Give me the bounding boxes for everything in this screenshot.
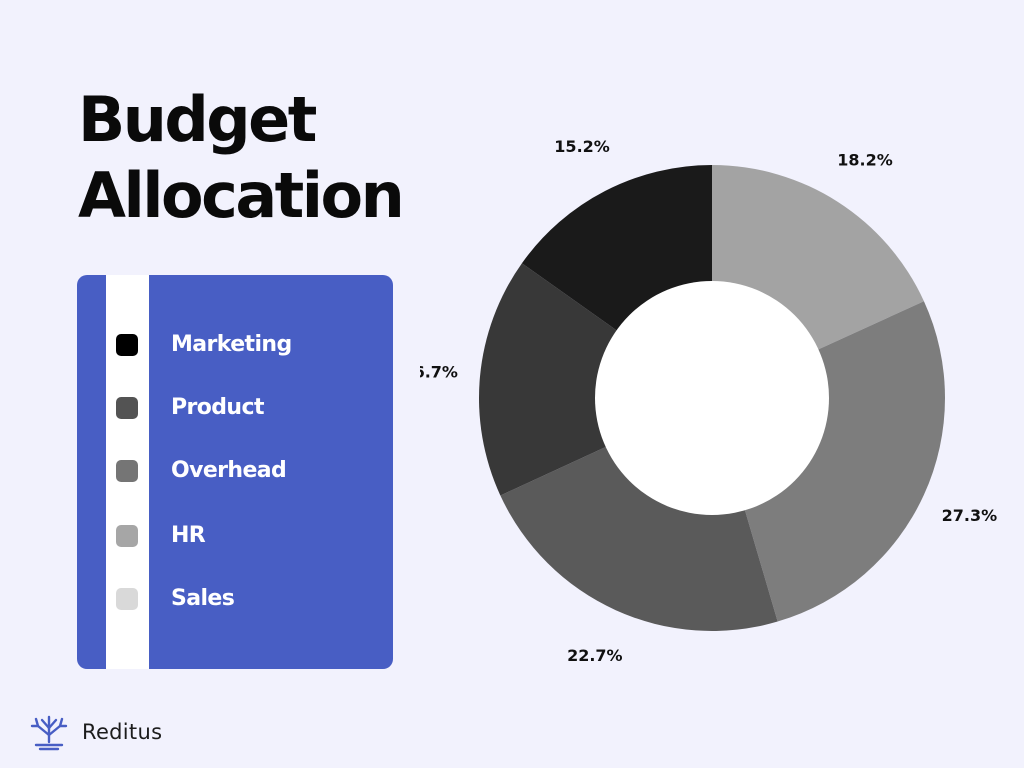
chart-title-line-1: Budget — [78, 83, 317, 156]
slice-label-marketing: 16.7% — [420, 362, 458, 381]
chart-title: Budget Allocation — [78, 82, 405, 234]
tree-logo-icon — [30, 715, 68, 751]
legend-label-marketing: Marketing — [171, 332, 292, 357]
legend-swatch-sales — [116, 588, 138, 610]
donut-hole — [595, 281, 829, 515]
slice-label-hr: 18.2% — [837, 150, 893, 169]
slice-label-product: 22.7% — [567, 646, 623, 665]
legend-swatch-overhead — [116, 460, 138, 482]
legend-label-overhead: Overhead — [171, 458, 287, 483]
legend-item-sales: Sales — [77, 584, 393, 614]
donut-chart: 18.2% 27.3% 22.7% 16.7% 15.2% — [420, 140, 997, 665]
brand: Reditus — [26, 708, 162, 756]
legend-item-marketing: Marketing — [77, 330, 393, 360]
donut-slice-labels: 18.2% 27.3% 22.7% 16.7% 15.2% — [420, 140, 997, 665]
legend-label-hr: HR — [171, 523, 206, 548]
slice-label-sales: 15.2% — [554, 140, 610, 156]
legend-item-product: Product — [77, 393, 393, 423]
legend-label-sales: Sales — [171, 586, 235, 611]
slice-label-overhead: 27.3% — [942, 506, 998, 525]
legend-item-overhead: Overhead — [77, 456, 393, 486]
legend-label-product: Product — [171, 395, 264, 420]
brand-name: Reditus — [82, 720, 163, 744]
slice-marketing — [479, 263, 712, 496]
chart-title-line-2: Allocation — [78, 159, 405, 232]
legend-swatch-hr — [116, 525, 138, 547]
legend-swatch-product — [116, 397, 138, 419]
legend-item-hr: HR — [77, 521, 393, 551]
legend-swatch-marketing — [116, 334, 138, 356]
legend-panel: Marketing Product Overhead HR Sales — [77, 275, 393, 669]
